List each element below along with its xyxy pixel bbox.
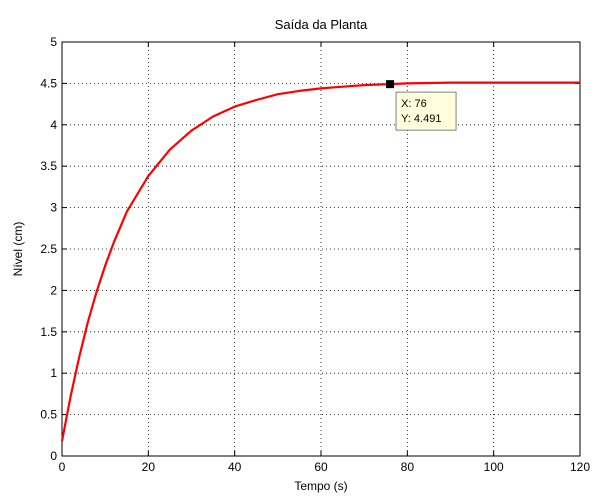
x-tick-label: 0 [59, 460, 66, 474]
datatip-x-label: X: 76 [401, 98, 427, 110]
chart-title: Saída da Planta [275, 17, 368, 32]
y-tick-label: 0.5 [40, 408, 57, 422]
y-tick-label: 2.5 [40, 242, 57, 256]
y-axis-label: Nível (cm) [11, 222, 25, 277]
x-tick-label: 80 [401, 460, 415, 474]
datatip-y-label: Y: 4.491 [401, 113, 441, 125]
datatip-marker[interactable] [386, 80, 394, 88]
y-tick-label: 1.5 [40, 325, 57, 339]
x-tick-label: 40 [228, 460, 242, 474]
y-tick-label: 2 [50, 283, 57, 297]
x-tick-label: 100 [484, 460, 504, 474]
y-tick-label: 4 [50, 118, 57, 132]
x-tick-label: 60 [314, 460, 328, 474]
x-axis-label: Tempo (s) [294, 479, 347, 493]
y-tick-label: 0 [50, 449, 57, 463]
y-tick-label: 5 [50, 35, 57, 49]
x-tick-label: 120 [570, 460, 590, 474]
y-tick-label: 1 [50, 366, 57, 380]
y-tick-label: 4.5 [40, 76, 57, 90]
y-tick-label: 3.5 [40, 159, 57, 173]
x-tick-label: 20 [142, 460, 156, 474]
y-tick-label: 3 [50, 201, 57, 215]
